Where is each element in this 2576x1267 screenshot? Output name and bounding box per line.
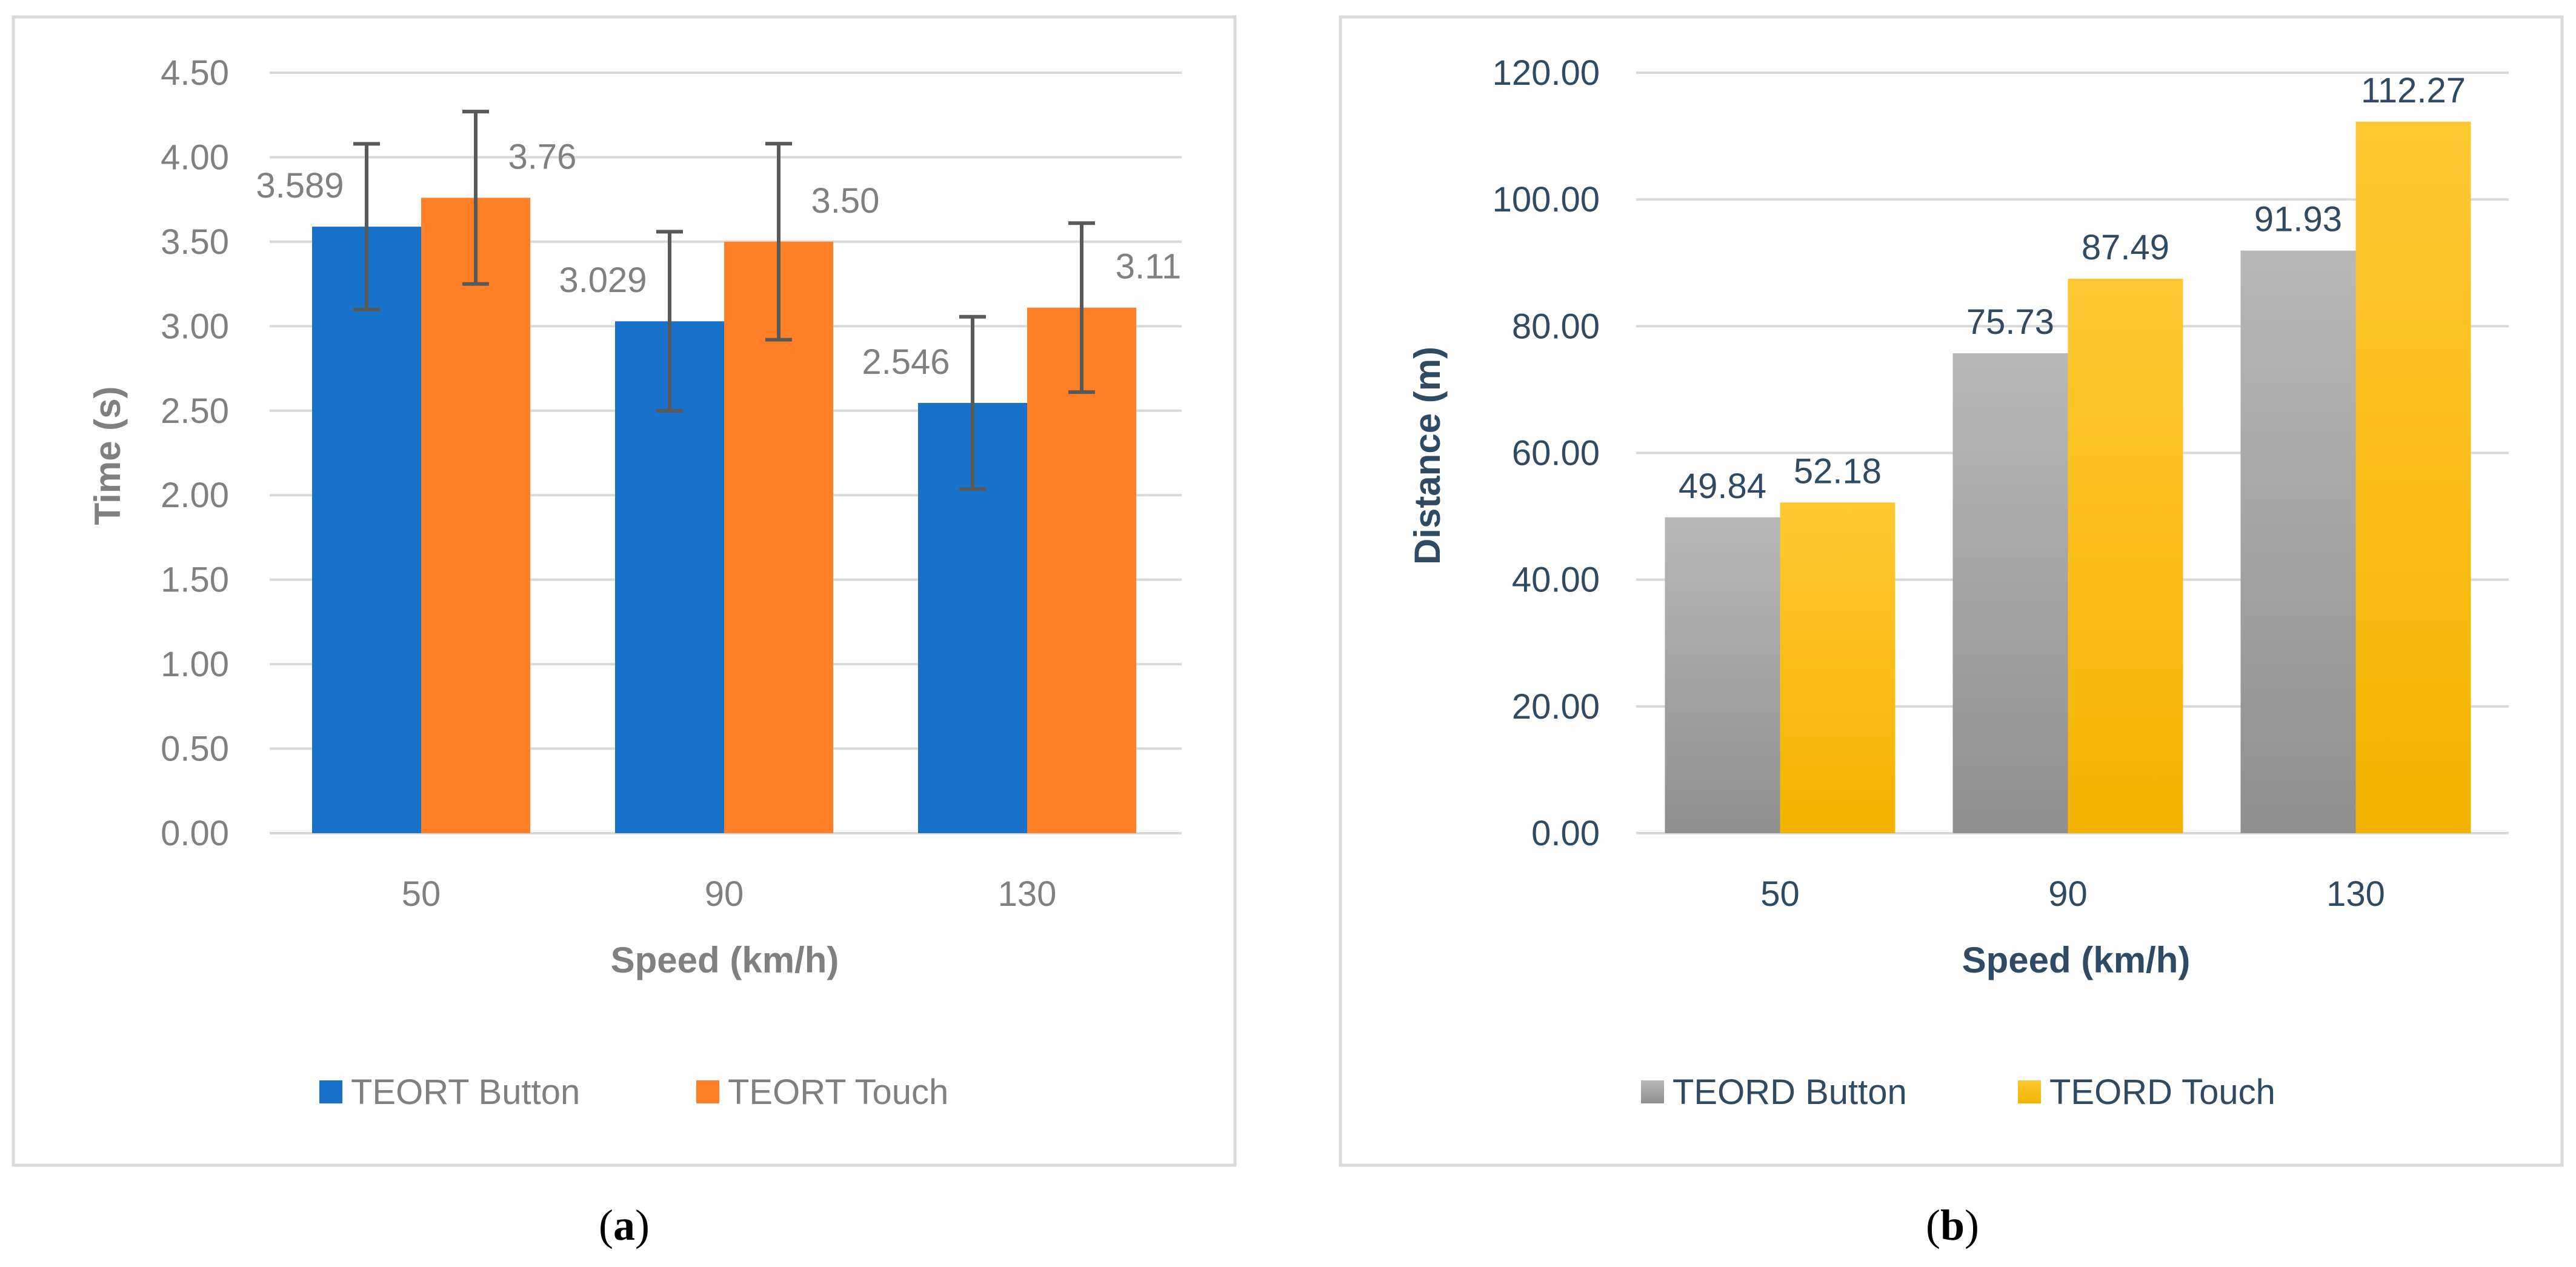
chart-a-y-axis-title: Time (s)	[87, 387, 128, 525]
chart-a-data-label: 3.11	[1116, 247, 1182, 287]
chart-a-x-tick-labels: 50 90 130	[402, 874, 1057, 914]
chart-a-x-tick-label: 90	[705, 874, 744, 914]
chart-b-data-label: 75.73	[1966, 302, 2054, 342]
chart-b-x-tick-label: 50	[1760, 874, 1800, 914]
chart-a-y-tick-label: 2.50	[161, 391, 229, 431]
caption-b: (b)	[1926, 1201, 1979, 1249]
chart-a-y-tick-label: 4.00	[161, 138, 229, 177]
chart-a-y-tick-labels: 0.00 0.50 1.00 1.50 2.00 2.50 3.00 3.50 4.00 4.50	[161, 53, 229, 853]
chart-a-y-tick-label: 1.50	[161, 560, 229, 600]
chart-b-y-tick-labels: 0.00 20.00 40.00 60.00 80.00 100.00 120.00	[1493, 53, 1600, 853]
chart-a-y-tick-label: 2.00	[161, 476, 229, 515]
chart-b-legend-swatch	[1641, 1080, 1664, 1103]
chart-a-legend-swatch	[696, 1080, 719, 1103]
chart-b-bars	[1665, 121, 2471, 834]
chart-a-legend: TEORT Button TEORT Touch	[319, 1072, 948, 1112]
chart-b-y-axis-title: Distance (m)	[1407, 347, 1448, 565]
chart-a-data-labels: 3.589 3.76 3.029 3.50 2.546 3.11	[256, 137, 1181, 382]
chart-a-y-tick-label: 3.00	[161, 307, 229, 346]
chart-b-bar-teord-touch	[2355, 121, 2471, 834]
caption-b-letter: b	[1940, 1201, 1965, 1249]
chart-a-bars	[312, 198, 1136, 834]
chart-b-x-tick-label: 90	[2048, 874, 2088, 914]
chart-b-bar-teord-button	[1665, 517, 1780, 833]
chart-b-bar-teord-button	[2240, 250, 2356, 833]
chart-b-data-label: 87.49	[2082, 228, 2169, 267]
chart-a-data-label: 3.76	[508, 137, 577, 176]
caption-a: (a)	[599, 1201, 650, 1249]
chart-b-x-axis-title: Speed (km/h)	[1962, 940, 2191, 980]
chart-a-data-label: 3.50	[811, 181, 880, 221]
chart-b-legend-label: TEORD Touch	[2049, 1072, 2275, 1112]
caption-a-letter: a	[613, 1201, 635, 1249]
chart-b-y-tick-label: 40.00	[1512, 560, 1600, 600]
chart-a-error-bars	[353, 110, 1095, 491]
chart-b-y-tick-label: 20.00	[1512, 687, 1600, 727]
chart-b-bar-teord-button	[1952, 353, 2068, 833]
chart-a-data-label: 3.029	[559, 261, 647, 300]
chart-b-y-tick-label: 120.00	[1493, 53, 1600, 93]
chart-b: 0.00 20.00 40.00 60.00 80.00 100.00 120.00 49.…	[1339, 15, 2564, 1167]
chart-a-data-label: 3.589	[256, 166, 344, 205]
chart-a-error-bar	[765, 142, 792, 342]
chart-b-bar-teord-touch	[1780, 502, 1895, 833]
chart-a-x-tick-label: 50	[402, 874, 441, 914]
chart-b-x-tick-label: 130	[2326, 874, 2385, 914]
chart-b-legend-label: TEORD Button	[1672, 1072, 1907, 1112]
chart-a-y-tick-label: 1.00	[161, 645, 229, 684]
chart-a-y-tick-label: 3.50	[161, 222, 229, 262]
chart-a-error-bar	[656, 230, 683, 413]
chart-b-y-tick-label: 80.00	[1512, 307, 1600, 346]
chart-b-data-label: 91.93	[2254, 200, 2342, 239]
chart-b-legend-swatch	[2018, 1080, 2041, 1103]
chart-b-legend: TEORD Button TEORD Touch	[1641, 1072, 2275, 1112]
chart-b-x-tick-labels: 50 90 130	[1760, 874, 2385, 914]
chart-b-data-labels: 49.84 52.18 75.73 87.49 91.93 112.27	[1679, 71, 2466, 506]
chart-b-y-tick-label: 60.00	[1512, 434, 1600, 473]
chart-b-y-tick-label: 100.00	[1493, 180, 1600, 219]
chart-a-y-tick-label: 0.00	[161, 814, 229, 853]
chart-a-x-tick-label: 130	[998, 874, 1057, 914]
chart-a-x-axis-title: Speed (km/h)	[611, 940, 839, 980]
chart-a-legend-swatch	[319, 1080, 342, 1103]
chart-a-bar-teort-touch	[421, 198, 530, 833]
chart-a: 0.00 0.50 1.00 1.50 2.00 2.50 3.00 3.50 4.00 4.50…	[12, 15, 1237, 1167]
chart-a-y-tick-label: 4.50	[161, 53, 229, 93]
chart-a-data-label: 2.546	[862, 342, 950, 382]
chart-b-data-label: 52.18	[1794, 451, 1882, 491]
chart-a-error-bar	[462, 110, 489, 286]
chart-a-legend-label: TEORT Button	[351, 1072, 580, 1112]
chart-a-y-tick-label: 0.50	[161, 730, 229, 769]
chart-b-y-tick-label: 0.00	[1531, 814, 1600, 853]
chart-a-bar-teort-touch	[1027, 307, 1136, 834]
chart-b-data-label: 49.84	[1679, 467, 1766, 506]
chart-b-data-label: 112.27	[2361, 71, 2466, 110]
chart-a-bar-teort-button	[312, 227, 421, 834]
chart-a-error-bar	[959, 314, 986, 491]
chart-a-error-bar	[353, 142, 380, 311]
chart-a-error-bar	[1068, 221, 1095, 394]
chart-b-bar-teord-touch	[2068, 279, 2183, 833]
chart-a-legend-label: TEORT Touch	[728, 1072, 948, 1112]
